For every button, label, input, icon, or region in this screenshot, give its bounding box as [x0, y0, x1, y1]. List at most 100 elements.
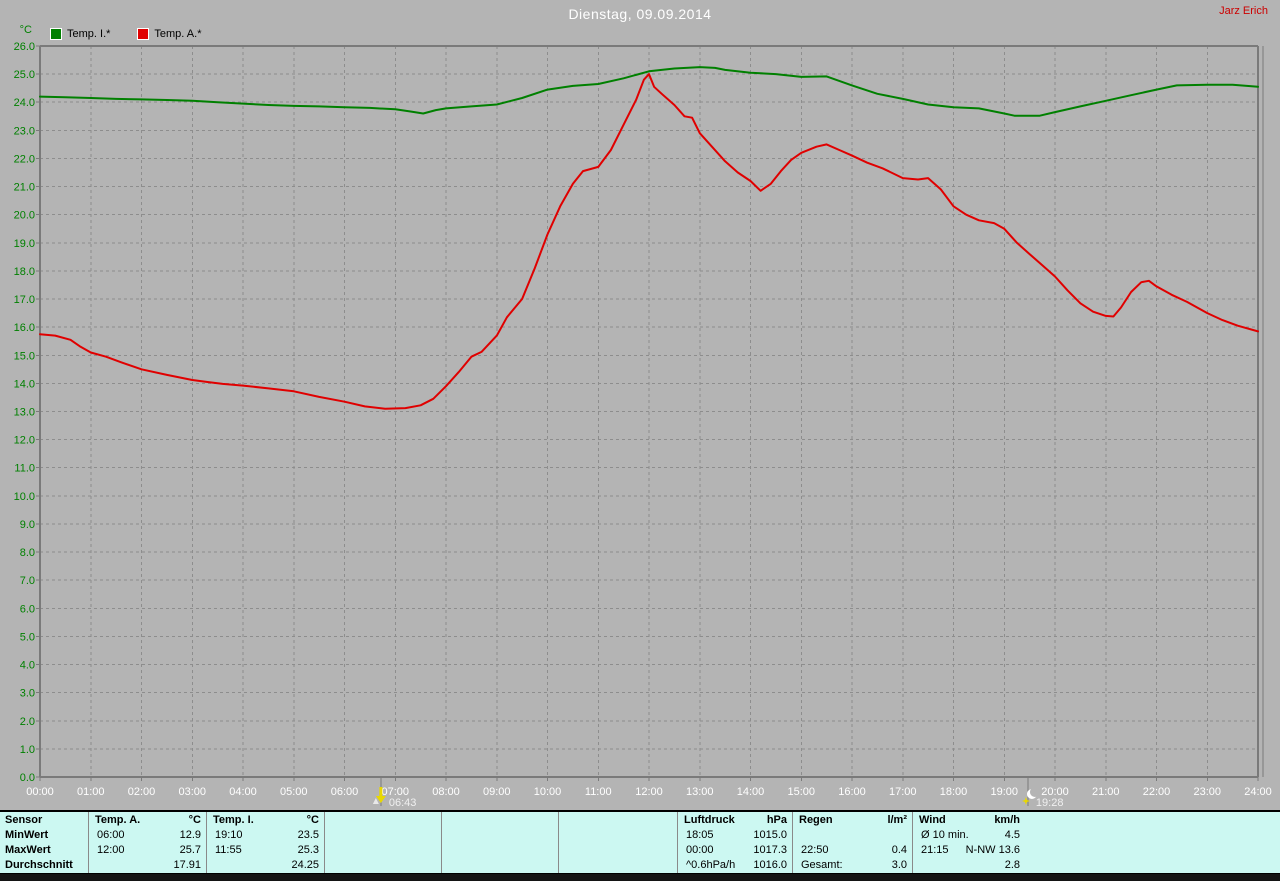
x-axis-tick-label: 02:00 [128, 786, 156, 798]
summary-column-empty [325, 812, 442, 873]
column-unit [672, 813, 677, 828]
x-axis-tick-label: 23:00 [1193, 786, 1221, 798]
summary-column-temp-i: Temp. I. °C 19:10 23.5 11:55 25.3 24.25 [207, 812, 325, 873]
row-label-maxwert: MaxWert [5, 844, 51, 856]
sunrise-marker: 06:43 [372, 777, 416, 809]
y-axis-tick-label: 21.0 [14, 182, 35, 194]
summary-column-wind: Wind km/h Ø 10 min. 4.5 21:15 N-NW 13.6 2.8 [913, 812, 1025, 873]
y-axis-tick-label: 18.0 [14, 266, 35, 278]
x-axis-tick-label: 01:00 [77, 786, 105, 798]
summary-column-header: Wind km/h [913, 813, 1025, 828]
column-name: Temp. A. [95, 814, 141, 826]
summary-cell-label: 22:50 [801, 844, 829, 856]
x-axis-tick-label: 20:00 [1041, 786, 1069, 798]
summary-cell-label [89, 858, 97, 873]
y-axis-tick-label: 12.0 [14, 435, 35, 447]
summary-cell-row [325, 828, 441, 843]
summary-cell-value [436, 858, 441, 873]
summary-cell-row: 12:00 25.7 [89, 843, 206, 858]
summary-cell-row: 22:50 0.4 [793, 843, 912, 858]
summary-column-header [325, 813, 441, 828]
summary-cell-value: 12.9 [179, 829, 201, 841]
summary-cell-value: 4.5 [1004, 829, 1020, 841]
x-axis-tick-label: 13:00 [686, 786, 714, 798]
y-axis-tick-label: 6.0 [20, 603, 35, 615]
x-axis-tick-label: 15:00 [787, 786, 815, 798]
summary-cell-value [672, 858, 677, 873]
y-axis-tick-label: 1.0 [20, 744, 35, 756]
summary-cell-label [325, 858, 333, 873]
x-axis-tick-label: 24:00 [1244, 786, 1272, 798]
column-name: Temp. I. [213, 814, 254, 826]
y-axis-tick-label: 23.0 [14, 125, 35, 137]
summary-cell-value: 0.4 [891, 844, 907, 856]
summary-column-empty [559, 812, 678, 873]
summary-cell-label [442, 828, 450, 843]
temp-a-curve [39, 73, 1259, 410]
summary-table-filler [1025, 812, 1280, 873]
summary-cell-value [907, 828, 912, 843]
summary-cell-label [559, 843, 567, 858]
row-label-sensor: Sensor [5, 814, 43, 826]
x-axis-tick-label: 03:00 [178, 786, 206, 798]
x-axis-tick-label: 17:00 [889, 786, 917, 798]
summary-cell-value: 25.7 [179, 844, 201, 856]
x-axis-tick-label: 07:00 [381, 786, 409, 798]
y-axis-tick-label: 20.0 [14, 210, 35, 222]
summary-cell-row: ^0.6hPa/h 1016.0 [678, 858, 792, 873]
sunset-time-label: 19:28 [1036, 797, 1064, 809]
bottom-strip [0, 874, 1280, 881]
y-axis-tick-label: 26.0 [14, 41, 35, 53]
y-axis-tick-label: 9.0 [20, 519, 35, 531]
summary-cell-row: 06:00 12.9 [89, 828, 206, 843]
summary-cell-row [325, 858, 441, 873]
y-axis-tick-label: 2.0 [20, 716, 35, 728]
y-axis-tick-label: 15.0 [14, 350, 35, 362]
summary-column-header: Luftdruck hPa [678, 813, 792, 828]
summary-cell-row [559, 858, 677, 873]
chart-svg: 0.0 1.0 2.0 3.0 4.0 5.0 6.0 7.0 8.0 9.0 10.0 11.0 12… [14, 41, 1272, 809]
summary-cell-value: 1017.3 [753, 844, 787, 856]
summary-column-header [442, 813, 558, 828]
summary-cell-label: 19:10 [215, 829, 243, 841]
summary-cell-row: 11:55 25.3 [207, 843, 324, 858]
summary-column-temp-a: Temp. A. °C 06:00 12.9 12:00 25.7 17.91 [89, 812, 207, 873]
summary-cell-row: 00:00 1017.3 [678, 843, 792, 858]
summary-cell-label: 18:05 [686, 829, 714, 841]
legend-item-temp-a: Temp. A.* [137, 28, 201, 40]
sunrise-icon [372, 787, 386, 804]
summary-cell-label: Gesamt: [801, 859, 843, 871]
summary-cell-row: 21:15 N-NW 13.6 [913, 843, 1025, 858]
y-axis-tick-label: 22.0 [14, 153, 35, 165]
chart-legend: Temp. I.* Temp. A.* [50, 28, 228, 40]
summary-cell-value: 1015.0 [753, 829, 787, 841]
column-unit [436, 813, 441, 828]
row-label-durchschnitt: Durchschnitt [5, 859, 73, 871]
moon-icon [1021, 787, 1040, 805]
x-axis-tick-label: 16:00 [838, 786, 866, 798]
summary-cell-value: 23.5 [297, 829, 319, 841]
summary-cell-value: 1016.0 [753, 859, 787, 871]
y-axis-tick-label: 14.0 [14, 378, 35, 390]
summary-cell-row [442, 843, 558, 858]
legend-label-temp-a: Temp. A.* [154, 28, 202, 40]
y-axis-tick-label: 11.0 [14, 463, 35, 475]
legend-item-temp-i: Temp. I.* [50, 28, 110, 40]
y-axis-unit-label: °C [19, 24, 32, 36]
summary-cell-label [442, 843, 450, 858]
x-axis-tick-label: 22:00 [1143, 786, 1171, 798]
summary-cell-label [559, 828, 567, 843]
y-axis-tick-label: 17.0 [14, 294, 35, 306]
y-axis-tick-label: 10.0 [14, 491, 35, 503]
x-axis-tick-label: 12:00 [635, 786, 663, 798]
summary-cell-value [436, 843, 441, 858]
summary-table: Sensor MinWert MaxWert Durchschnitt Temp… [0, 810, 1280, 874]
summary-cell-value: 3.0 [891, 859, 907, 871]
column-unit: l/m² [887, 814, 907, 826]
y-axis-tick-label: 8.0 [20, 547, 35, 559]
user-name: Jarz Erich [1219, 5, 1268, 17]
summary-cell-row: 2.8 [913, 858, 1025, 873]
column-name [442, 813, 448, 828]
y-axis-tick-label: 3.0 [20, 688, 35, 700]
